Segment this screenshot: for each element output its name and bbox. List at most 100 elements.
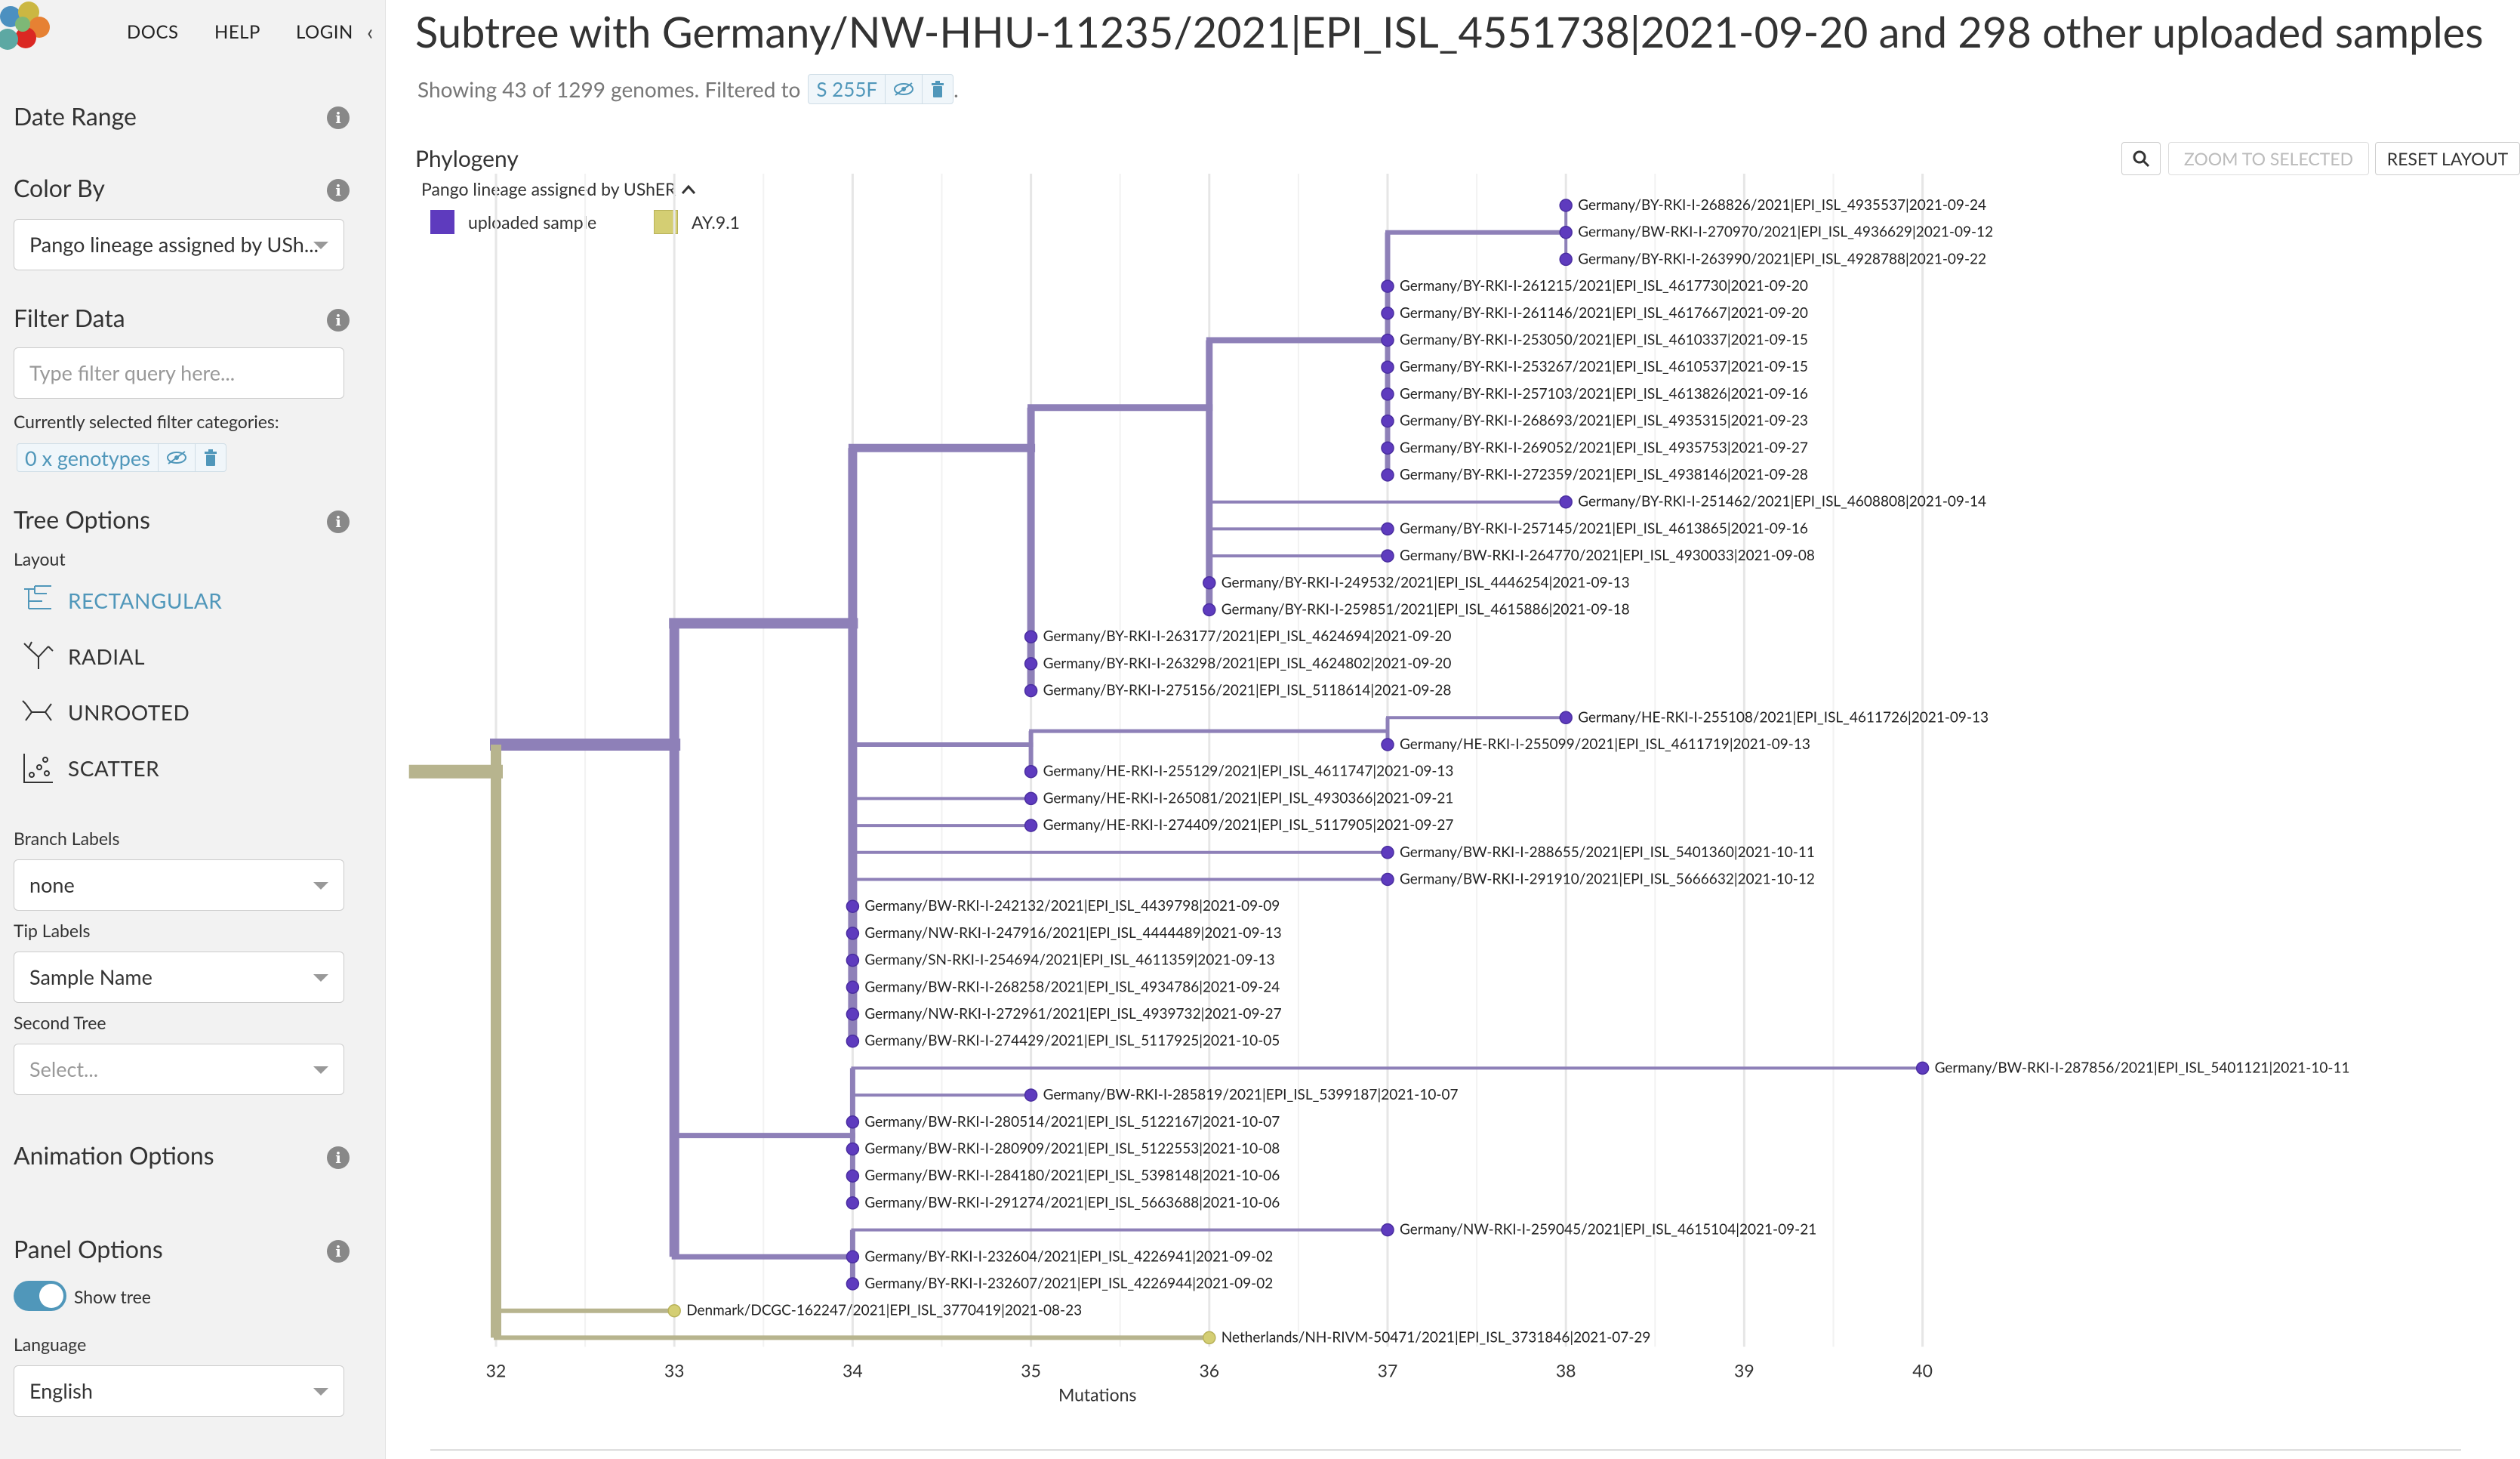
- tip-node[interactable]: [846, 980, 860, 995]
- hide-filter-icon[interactable]: [159, 444, 196, 471]
- tip-label: Germany/BY-RKI-I-232604/2021|EPI_ISL_422…: [864, 1248, 1273, 1265]
- color-by-select[interactable]: Pango lineage assigned by USh...: [14, 219, 344, 270]
- tip-node[interactable]: [1381, 1223, 1394, 1237]
- tip-node[interactable]: [1381, 307, 1394, 320]
- legend-label-ay91: AY.9.1: [692, 211, 740, 233]
- tip-node[interactable]: [1381, 738, 1394, 751]
- legend-item-ay91[interactable]: AY.9.1: [654, 210, 740, 234]
- trash-icon[interactable]: [923, 75, 953, 103]
- tip-labels-select[interactable]: Sample Name: [14, 952, 344, 1003]
- tip-node[interactable]: [1024, 630, 1038, 643]
- tip-node[interactable]: [1381, 522, 1394, 536]
- tip-node[interactable]: [846, 1250, 860, 1264]
- layout-radial-button[interactable]: RADIAL: [21, 637, 145, 675]
- tip-labels-label: Tip Labels: [14, 920, 91, 941]
- filter-data-info-icon[interactable]: i: [327, 309, 350, 332]
- tip-node[interactable]: [1381, 549, 1394, 563]
- tip-node[interactable]: [1024, 791, 1038, 806]
- tip-node[interactable]: [846, 1169, 860, 1183]
- color-by-info-icon[interactable]: i: [327, 179, 350, 202]
- tip-node[interactable]: [1559, 711, 1573, 725]
- tip-node[interactable]: [1203, 603, 1216, 617]
- tip-node[interactable]: [1024, 1088, 1038, 1102]
- tip-node[interactable]: [1024, 819, 1038, 832]
- color-by-value: Pango lineage assigned by USh...: [29, 232, 319, 257]
- collapse-sidebar-icon[interactable]: ‹: [367, 18, 374, 45]
- tip-node[interactable]: [1203, 1331, 1216, 1345]
- nextstrain-logo[interactable]: [0, 0, 50, 60]
- legend-title[interactable]: Pango lineage assigned by UShER: [421, 178, 697, 199]
- tip-node[interactable]: [846, 1277, 860, 1291]
- tip-node[interactable]: [1381, 441, 1394, 455]
- date-range-info-icon[interactable]: i: [327, 106, 350, 129]
- tip-node[interactable]: [1559, 495, 1573, 509]
- layout-rectangular-button[interactable]: RECTANGULAR: [21, 581, 222, 619]
- tip-node[interactable]: [1559, 199, 1573, 212]
- tip-node[interactable]: [846, 953, 860, 967]
- tip-node[interactable]: [846, 1142, 860, 1156]
- sidebar: DOCS HELP LOGIN ‹ Date Range i Color By …: [0, 0, 386, 1459]
- axis-tick-label: 32: [486, 1359, 507, 1380]
- tip-node[interactable]: [1381, 846, 1394, 859]
- tip-node[interactable]: [846, 927, 860, 940]
- nav-login-link[interactable]: LOGIN: [296, 21, 353, 43]
- tip-label: Germany/BY-RKI-I-275156/2021|EPI_ISL_511…: [1043, 682, 1452, 699]
- layout-scatter-button[interactable]: SCATTER: [21, 749, 159, 787]
- tip-label: Germany/BW-RKI-I-274429/2021|EPI_ISL_511…: [864, 1032, 1280, 1050]
- axis-tick-label: 35: [1021, 1359, 1041, 1380]
- tip-node[interactable]: [846, 1007, 860, 1021]
- reset-layout-button[interactable]: RESET LAYOUT: [2375, 142, 2520, 175]
- branch-labels-select[interactable]: none: [14, 859, 344, 911]
- tip-node[interactable]: [1381, 333, 1394, 347]
- second-tree-select[interactable]: Select...: [14, 1044, 344, 1095]
- tip-label: Germany/BY-RKI-I-251462/2021|EPI_ISL_460…: [1578, 493, 1986, 510]
- tip-label: Germany/HE-RKI-I-255108/2021|EPI_ISL_461…: [1578, 708, 1989, 726]
- tip-node[interactable]: [1915, 1061, 1930, 1075]
- tip-node[interactable]: [1559, 252, 1573, 267]
- hide-filter-icon[interactable]: [886, 75, 923, 103]
- mutation-filter-chip[interactable]: S 255F: [808, 74, 954, 104]
- tip-label: Germany/BY-RKI-I-253267/2021|EPI_ISL_461…: [1400, 358, 1808, 375]
- zoom-to-selected-button[interactable]: ZOOM TO SELECTED: [2168, 142, 2369, 175]
- trash-icon[interactable]: [196, 444, 226, 471]
- tip-node[interactable]: [846, 1034, 860, 1048]
- search-icon: [2133, 150, 2150, 168]
- tip-node[interactable]: [667, 1303, 681, 1318]
- search-button[interactable]: [2121, 142, 2161, 175]
- filter-input[interactable]: Type filter query here...: [14, 347, 344, 399]
- tip-node[interactable]: [1381, 468, 1394, 482]
- tip-label: Germany/HE-RKI-I-265081/2021|EPI_ISL_493…: [1043, 789, 1454, 807]
- legend-item-uploaded[interactable]: uploaded sample: [430, 210, 596, 234]
- genotype-filter-chip[interactable]: 0 x genotypes: [17, 443, 226, 472]
- tip-node[interactable]: [846, 1115, 860, 1129]
- animation-options-info-icon[interactable]: i: [327, 1146, 350, 1169]
- show-tree-toggle[interactable]: [14, 1281, 66, 1311]
- nav-help-link[interactable]: HELP: [214, 21, 260, 43]
- layout-rectangular-label: RECTANGULAR: [68, 588, 223, 613]
- tip-node[interactable]: [846, 1196, 860, 1210]
- axis-tick-label: 34: [843, 1359, 863, 1380]
- show-tree-label: Show tree: [74, 1286, 151, 1307]
- tip-label: Germany/BY-RKI-I-263298/2021|EPI_ISL_462…: [1043, 655, 1452, 672]
- tip-node[interactable]: [1024, 764, 1038, 779]
- tip-node[interactable]: [1381, 872, 1394, 887]
- layout-unrooted-button[interactable]: UNROOTED: [21, 693, 189, 731]
- language-select[interactable]: English: [14, 1365, 344, 1417]
- tip-label: Germany/BW-RKI-I-242132/2021|EPI_ISL_443…: [864, 897, 1280, 915]
- tip-node[interactable]: [1381, 360, 1394, 374]
- tip-label: Denmark/DCGC-162247/2021|EPI_ISL_3770419…: [686, 1302, 1082, 1319]
- tree-options-info-icon[interactable]: i: [327, 510, 350, 533]
- tip-node[interactable]: [1024, 683, 1038, 698]
- tip-node[interactable]: [1203, 576, 1216, 590]
- panel-options-heading: Panel Options: [14, 1234, 163, 1263]
- tip-node[interactable]: [1024, 657, 1038, 671]
- tip-node[interactable]: [1381, 279, 1394, 293]
- tip-node[interactable]: [846, 899, 860, 913]
- tip-node[interactable]: [1559, 225, 1573, 239]
- panel-options-info-icon[interactable]: i: [327, 1240, 350, 1263]
- tip-node[interactable]: [1381, 387, 1394, 401]
- tip-label: Germany/BY-RKI-I-257103/2021|EPI_ISL_461…: [1400, 385, 1808, 403]
- tip-label: Germany/BY-RKI-I-261146/2021|EPI_ISL_461…: [1400, 304, 1808, 322]
- tip-node[interactable]: [1381, 414, 1394, 428]
- nav-docs-link[interactable]: DOCS: [127, 21, 179, 43]
